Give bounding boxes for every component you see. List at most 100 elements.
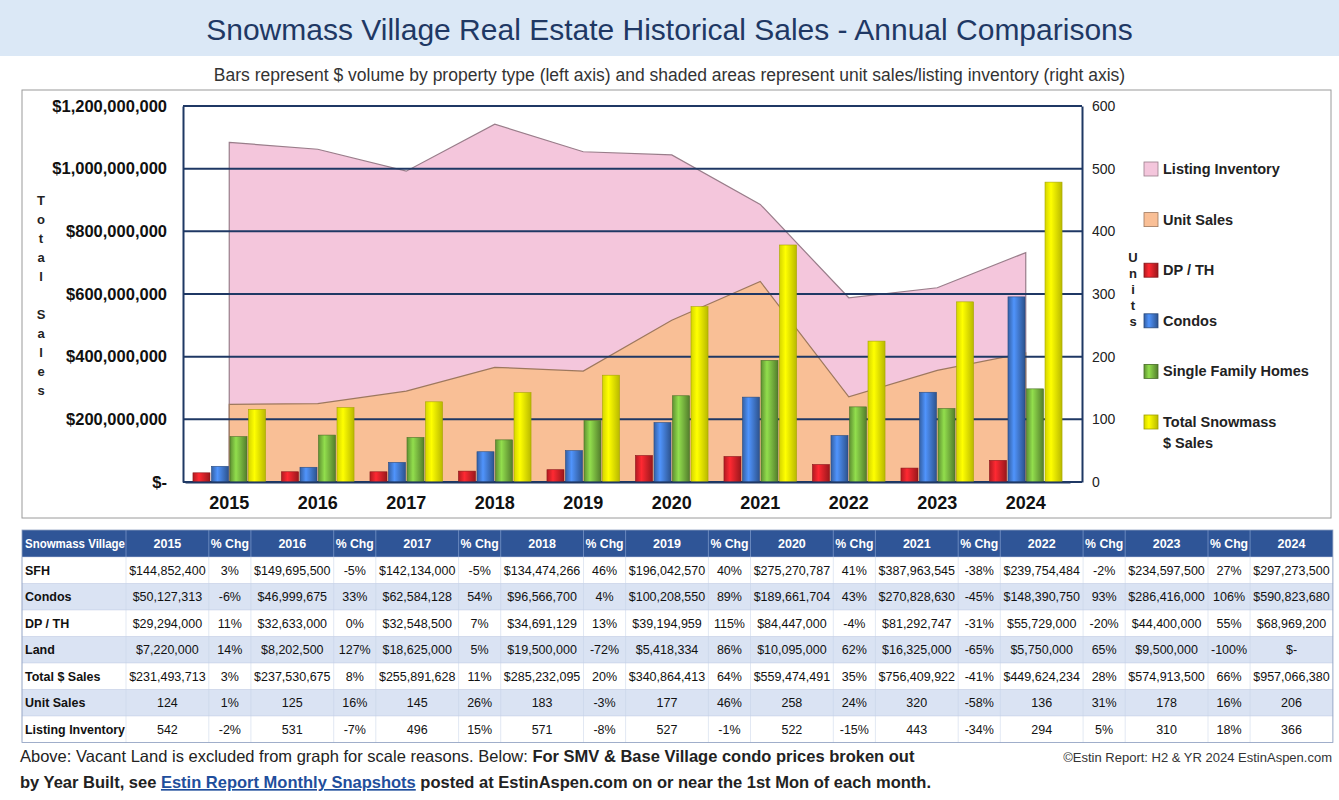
table-cell: 31% [1092,696,1117,710]
x-tick-label: 2019 [563,493,603,513]
table-divider [500,557,501,584]
table-cell: $- [1286,643,1297,657]
y-axis: $-$200,000,000$400,000,000$600,000,000$8… [52,97,183,491]
table-header-cell: % Chg [336,537,374,551]
table-cell: 127% [339,643,371,657]
table-divider [958,557,959,584]
table-cell: 16% [1217,696,1242,710]
table-divider [708,663,709,690]
footnote-link[interactable]: Estin Report Monthly Snapshots [161,773,416,791]
table-divider [583,610,584,637]
table: Snowmass Village2015% Chg2016% Chg2017% … [22,530,1333,743]
table-cell: -2% [219,723,241,737]
table-cell: $62,584,128 [382,590,452,604]
x-tick: 2019 [563,482,603,513]
table-cell: 28% [1092,670,1117,684]
table-cell: $234,597,500 [1128,564,1205,578]
table-cell: $68,969,200 [1257,617,1327,631]
y2-tick-label: 100 [1092,411,1116,427]
table-divider [625,637,626,664]
table-cell: 542 [157,723,178,737]
table-cell: $16,325,000 [882,643,952,657]
legend-item: Listing Inventory [1144,161,1280,177]
table-cell: $237,530,675 [254,670,331,684]
legend-item: DP / TH [1144,262,1214,278]
table-cell: 5% [471,643,489,657]
table-cell: 106% [1213,590,1245,604]
table-header-cell: 2016 [278,537,306,551]
table-divider [250,690,251,717]
table-divider [1250,663,1251,690]
table-divider [958,690,959,717]
table-divider [1000,557,1001,584]
table-header-cell: 2020 [778,537,806,551]
table-divider [1083,637,1084,664]
table-divider [625,557,626,584]
table-divider [625,530,626,557]
table-cell: 65% [1092,643,1117,657]
table-cell: -38% [965,564,994,578]
table-divider [1083,663,1084,690]
y-tick: $800,000,000 [66,222,183,240]
table-cell: Land [25,643,55,657]
table-divider [750,557,751,584]
table-divider [1208,690,1209,717]
table-cell: $9,500,000 [1135,643,1198,657]
table-divider [333,610,334,637]
table-row-bg [22,557,1333,584]
table-cell: 5% [1095,723,1113,737]
table-cell: 443 [906,723,927,737]
table-cell: -7% [344,723,366,737]
table-divider [875,530,876,557]
x-tick-label: 2021 [740,493,780,513]
table-divider [1125,584,1126,611]
table-cell: $559,474,491 [754,670,831,684]
y-tick: $- [152,473,183,491]
table-divider [1208,530,1209,557]
table-divider [875,663,876,690]
title: Snowmass Village Real Estate Historical … [206,13,1133,46]
table-divider [208,530,209,557]
bar [281,472,298,482]
table-divider [1000,584,1001,611]
legend-label: Listing Inventory [1163,161,1280,177]
table-cell: 531 [282,723,303,737]
bar [370,472,387,482]
y2-axis: 0100200300400500600 [1082,98,1116,490]
table-divider [958,610,959,637]
table-cell: $449,624,234 [1003,670,1080,684]
table-cell: $84,447,000 [757,617,827,631]
bar [849,407,866,482]
table-divider [500,637,501,664]
table-divider [333,637,334,664]
table-divider [250,663,251,690]
table-cell: 15% [467,723,492,737]
table-divider [625,584,626,611]
bar [603,375,620,482]
table-divider [958,663,959,690]
table-cell: -41% [965,670,994,684]
table-divider [833,716,834,743]
table-cell: $96,566,700 [507,590,577,604]
table-divider [833,663,834,690]
table-divider [500,530,501,557]
credit: ©Estin Report: H2 & YR 2024 EstinAspen.c… [1063,750,1332,765]
table-cell: DP / TH [25,617,69,631]
grid-line [183,230,1082,232]
grid-line [183,293,1082,295]
x-tick: 2022 [829,482,869,513]
table-divider [375,557,376,584]
table-divider [708,690,709,717]
table-divider [750,584,751,611]
table-divider [458,716,459,743]
table-cell: -15% [840,723,869,737]
table-divider [750,716,751,743]
table-divider [1083,690,1084,717]
table-cell: $142,134,000 [379,564,456,578]
table-cell: 124 [157,696,178,710]
table-cell: $29,294,000 [133,617,203,631]
table-divider [333,690,334,717]
table-divider [750,663,751,690]
table-cell: $239,754,484 [1003,564,1080,578]
table-cell: 13% [592,617,617,631]
